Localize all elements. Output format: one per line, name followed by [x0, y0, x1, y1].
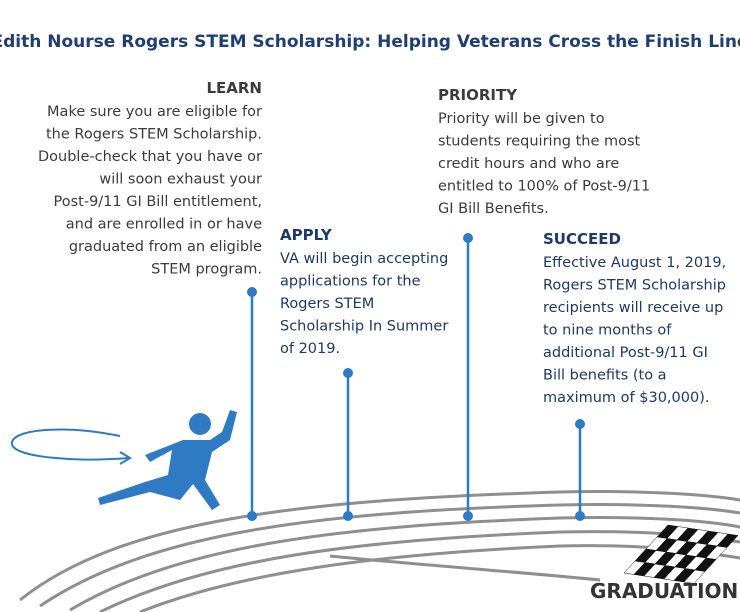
step-text: Bill benefits (to a: [543, 368, 667, 384]
step-text: credit hours and who are: [438, 156, 619, 172]
step-text: applications for the: [280, 274, 421, 290]
step-text: additional Post-9/11 GI: [543, 345, 708, 361]
step-text: of 2019.: [280, 341, 340, 357]
pins: [247, 233, 585, 521]
step-text: Make sure you are eligible for: [47, 104, 262, 120]
loop-arrow: [11, 428, 132, 465]
step-text: Scholarship In Summer: [280, 319, 448, 335]
step-heading: PRIORITY: [438, 86, 518, 104]
step-text: students requiring the most: [438, 134, 641, 150]
step-text: maximum of $30,000).: [543, 390, 709, 406]
step-text: Post-9/11 GI Bill entitlement,: [54, 194, 263, 210]
step-text: GI Bill Benefits.: [438, 201, 549, 217]
step-text: VA will begin accepting: [280, 251, 448, 267]
step-text: and are enrolled in or have: [66, 217, 262, 233]
track: [19, 490, 740, 612]
step-heading: SUCCEED: [543, 230, 621, 248]
step: LEARN Make sure you are eligible for the R…: [38, 79, 262, 278]
step-text: Double-check that you have or: [38, 149, 262, 165]
step-text: the Rogers STEM Scholarship.: [46, 127, 262, 143]
title: Edith Nourse Rogers STEM Scholarship: He…: [0, 32, 740, 52]
step-text: graduated from an eligible: [69, 239, 262, 255]
step-text: to nine months of: [543, 323, 672, 339]
finish-label: GRADUATION: [590, 579, 738, 603]
step: APPLY VA will begin accepting applications…: [280, 226, 448, 357]
step-text: entitled to 100% of Post-9/11: [438, 179, 650, 195]
step-heading: APPLY: [280, 226, 333, 244]
step-text: will soon exhaust your: [99, 172, 262, 188]
step-text: Rogers STEM Scholarship: [543, 278, 726, 294]
step: SUCCEED Effective August 1, 2019, Rogers S…: [543, 230, 726, 406]
step-text: STEM program.: [151, 262, 262, 278]
runner: [98, 410, 237, 510]
step-heading: LEARN: [206, 79, 262, 97]
step-text: Rogers STEM: [280, 296, 374, 312]
step-text: Effective August 1, 2019,: [543, 255, 726, 271]
step-text: recipients will receive up: [543, 300, 723, 316]
finish-flag: [623, 524, 739, 584]
flag-cell: [683, 569, 706, 584]
step: PRIORITY Priority will be given to student…: [438, 86, 650, 217]
step-text: Priority will be given to: [438, 111, 605, 127]
